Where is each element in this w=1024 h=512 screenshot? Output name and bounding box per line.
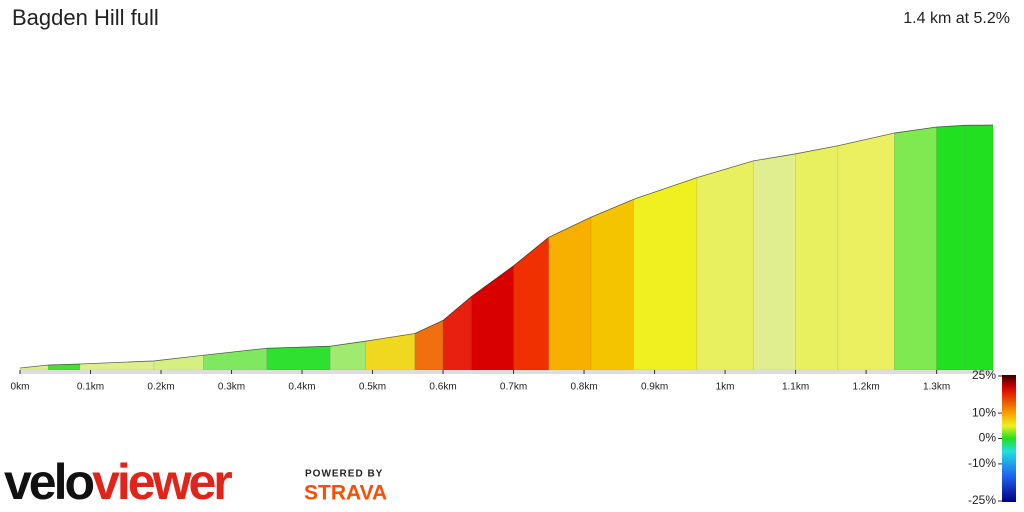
x-tick-label: 0.2km (147, 382, 174, 393)
gradient-segment (266, 345, 331, 371)
gradient-segment (752, 153, 796, 371)
gradient-segment (696, 160, 754, 371)
x-tick-label: 0.5km (359, 382, 386, 393)
colorbar-label: 0% (979, 431, 997, 445)
x-tick-label: 0.9km (641, 382, 668, 393)
colorbar-ticks: 25% 10% 0% -10% -25% (968, 368, 1002, 507)
colorbar-label: -25% (968, 493, 996, 507)
x-tick-label: 0.4km (288, 382, 315, 393)
road-base (20, 370, 993, 374)
x-tick-label: 0.7km (500, 382, 527, 393)
x-tick-label: 1km (716, 382, 735, 393)
gradient-segment (936, 125, 966, 371)
gradient-segment (795, 145, 839, 371)
x-tick-label: 0km (11, 382, 30, 393)
gradient-segment (633, 177, 698, 371)
x-tick-label: 1.3km (923, 382, 950, 393)
gradient-segment (153, 354, 204, 371)
x-tick-label: 1.1km (782, 382, 809, 393)
x-tick-label: 1.2km (852, 382, 879, 393)
colorbar-label: 25% (972, 368, 996, 382)
gradient-segment (893, 126, 937, 371)
strava-logo: STRAVA (304, 482, 387, 505)
logo: veloviewer (4, 454, 232, 510)
x-tick-label: 0.8km (570, 382, 597, 393)
gradient-segment (442, 295, 472, 371)
gradient-segment (590, 198, 634, 371)
gradient-segment (837, 132, 895, 371)
chart-title: Bagden Hill full (12, 5, 159, 30)
gradient-segment (414, 319, 444, 371)
x-tick-label: 0.1km (77, 382, 104, 393)
chart-subtitle: 1.4 km at 5.2% (903, 10, 1010, 27)
powered-by: POWERED BY (305, 469, 383, 480)
colorbar-label: 10% (972, 405, 996, 419)
logo-part: velo (4, 454, 94, 510)
logo-part: viewer (92, 454, 232, 510)
x-tick-label: 0.6km (429, 382, 456, 393)
gradient-segment (365, 333, 416, 371)
gradient-segment (548, 216, 592, 371)
gradient-segment (964, 124, 994, 371)
profile: 0km 0.1km 0.2km 0.3km 0.4km 0.5km 0.6km 0.7km 0.… (11, 124, 994, 393)
gradient-segment (513, 236, 550, 371)
colorbar-label: -10% (968, 456, 996, 470)
profile-outline (19, 124, 994, 369)
gradient-colorbar (1002, 375, 1016, 502)
x-tick-label: 0.3km (218, 382, 245, 393)
